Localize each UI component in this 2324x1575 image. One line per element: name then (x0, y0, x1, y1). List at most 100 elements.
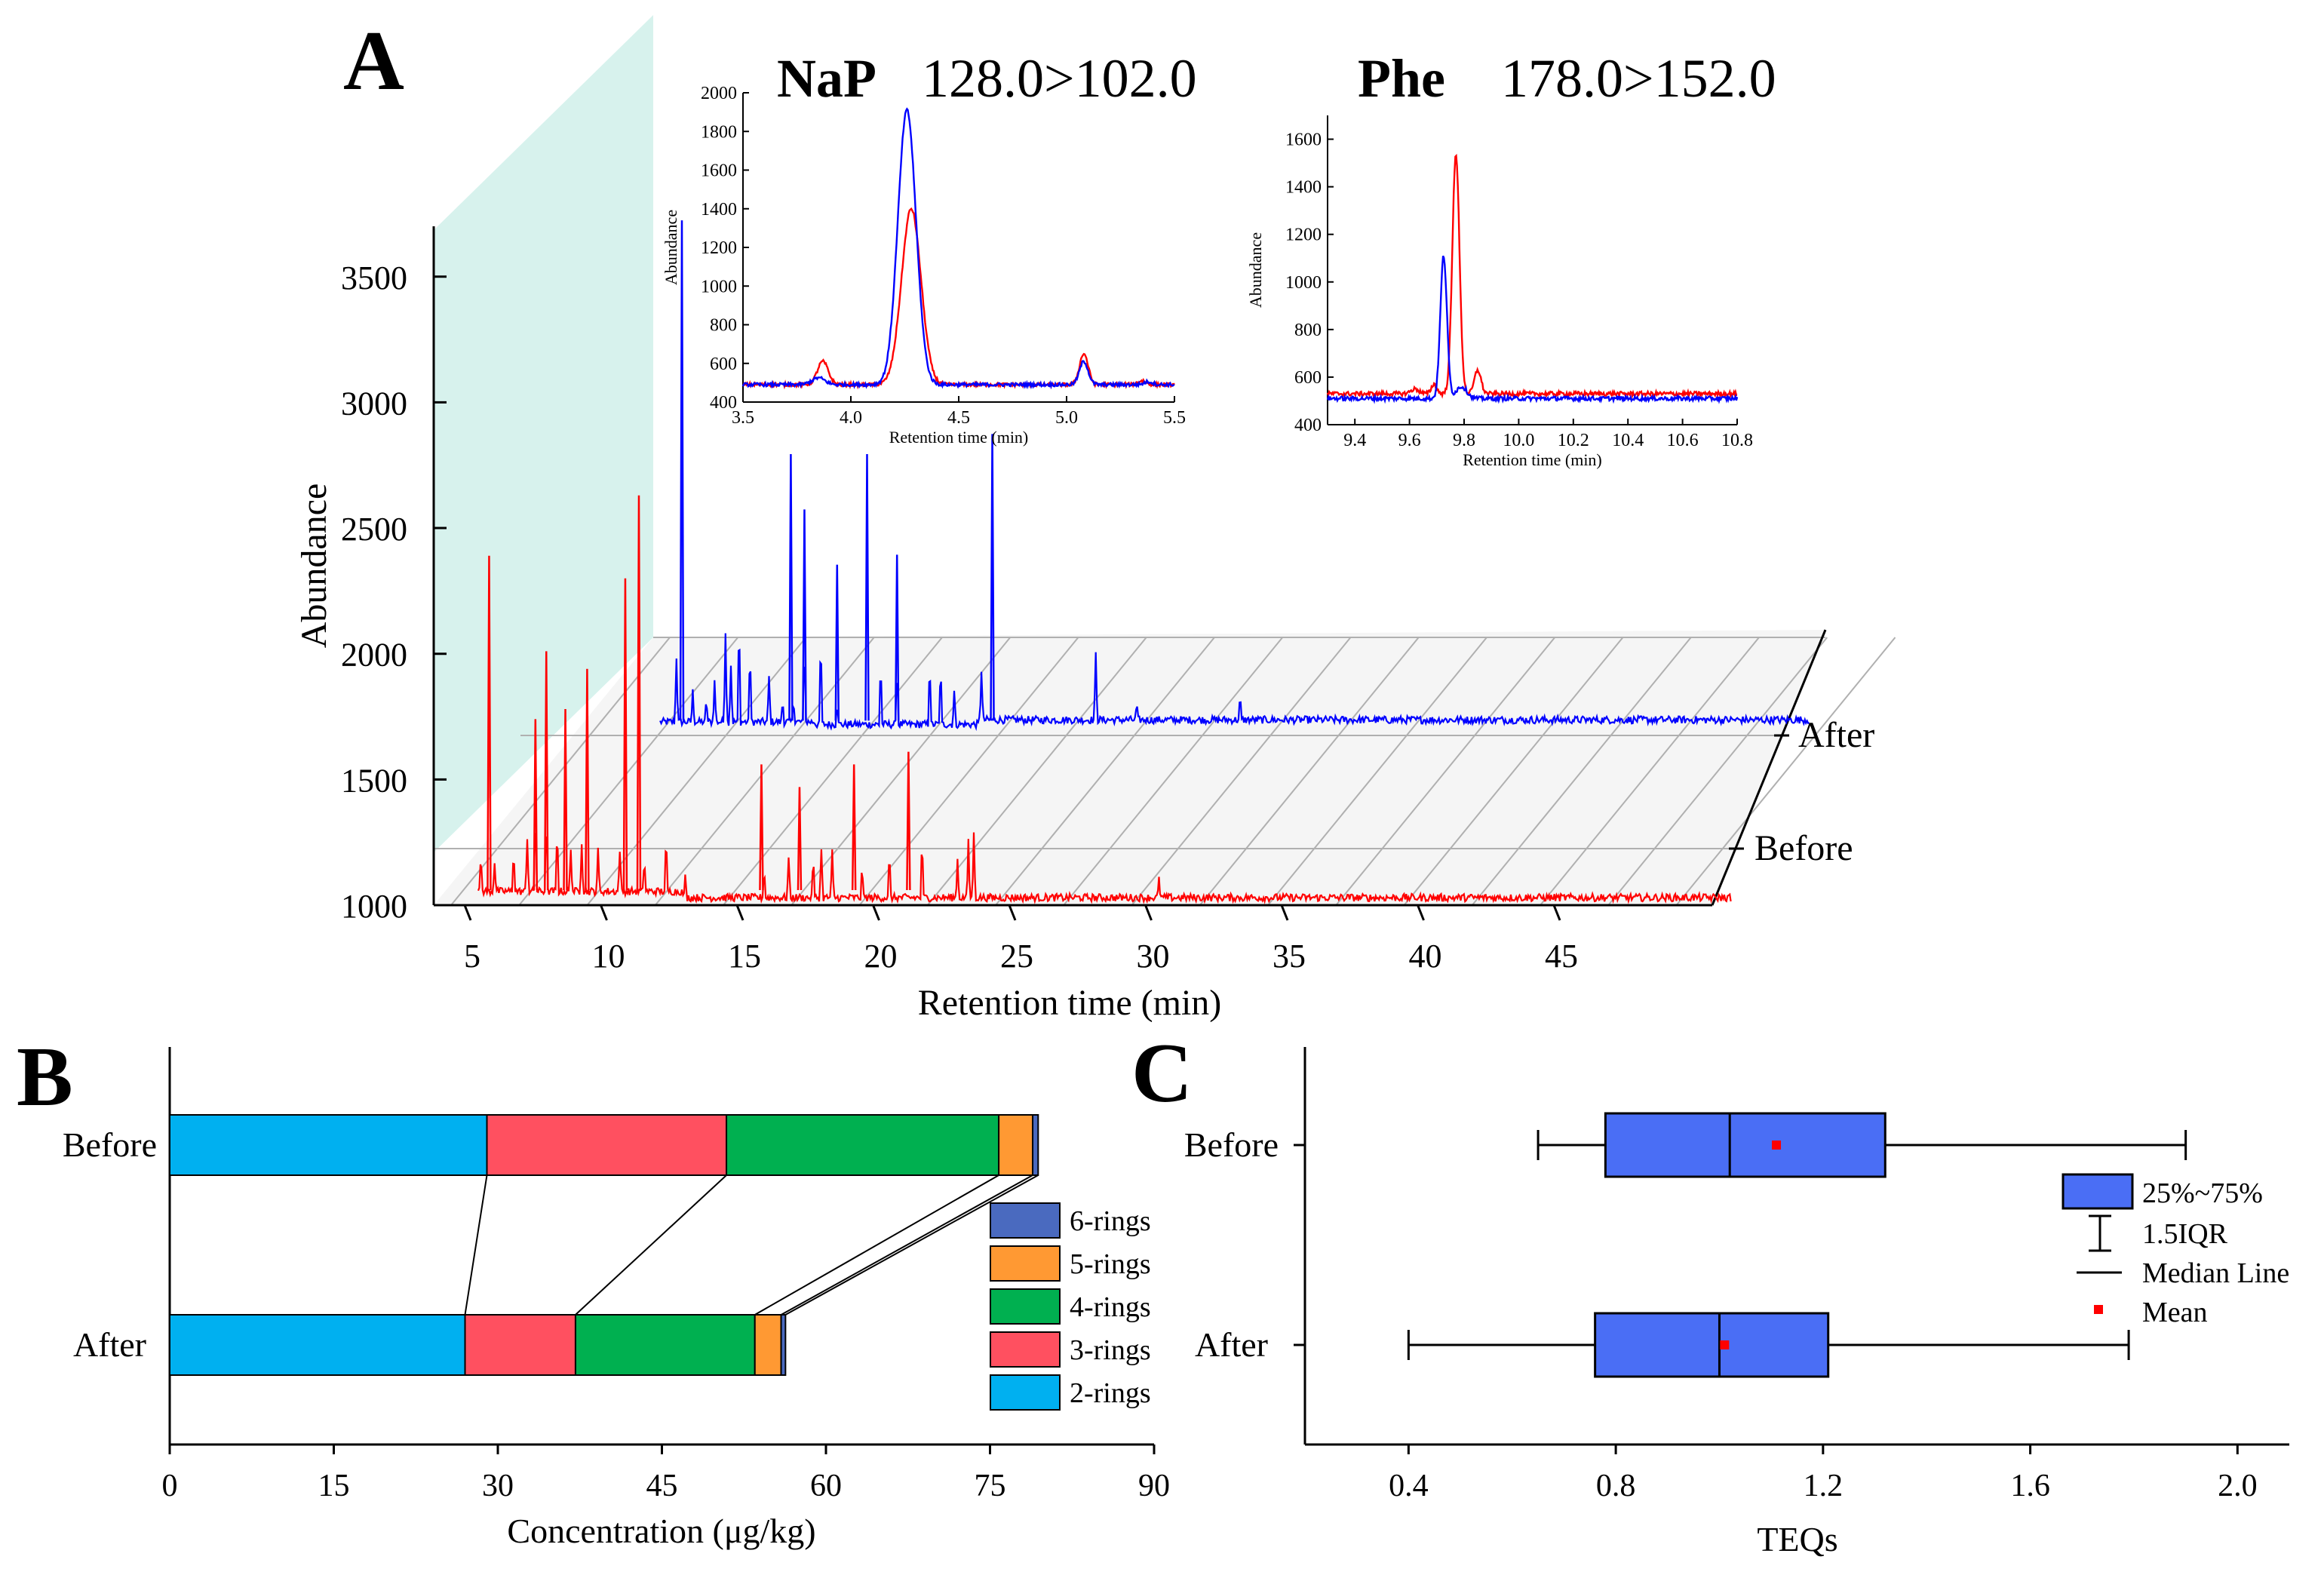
a-x-tick-label: 20 (864, 938, 898, 975)
b-bar-2-rings (169, 1114, 488, 1176)
c-box-before (1604, 1112, 1887, 1178)
a-series (477, 220, 1810, 905)
c-legend: 25%~75% 1.5IQR Median Line Mean (2062, 1173, 2289, 1328)
b-legend-label: 6-rings (1070, 1205, 1151, 1237)
inset-x-tick-label: 10.8 (1721, 431, 1753, 450)
c-legend-box-swatch (2062, 1173, 2134, 1210)
inset-y-tick-label: 1000 (701, 277, 737, 296)
a-x-ticks: 5 10 15 20 25 30 35 40 45 (463, 904, 1578, 975)
a-y-tick-label: 1000 (341, 888, 407, 925)
b-legend-label: 5-rings (1070, 1248, 1151, 1280)
floor-grid-line (791, 637, 1012, 906)
a-y-tick-label: 2000 (341, 637, 407, 674)
c-legend-mean-label: Mean (2142, 1297, 2208, 1328)
a-x-tick (1280, 904, 1289, 921)
panel-a: A 1000 1500 2000 2500 3000 3500 5 10 15 20 25 30 35… (294, 14, 1896, 1023)
a-peak-after (864, 454, 870, 721)
b-bar-2-rings (169, 1314, 466, 1376)
a-peak-after (990, 434, 995, 721)
inset-y-tick-label: 1400 (1285, 178, 1322, 198)
b-legend-swatch (990, 1374, 1061, 1411)
b-bar-5-rings (998, 1114, 1034, 1176)
inset-x-tick-label: 10.2 (1558, 431, 1589, 450)
b-legend-label: 2-rings (1070, 1377, 1151, 1409)
b-legend-label: 3-rings (1070, 1334, 1151, 1366)
inset-x-axis-label: Retention time (min) (889, 428, 1029, 447)
c-x-tick-label: 2.0 (2218, 1469, 2258, 1503)
b-content: 0 15 30 45 60 75 90 6-rings 5-rings 4-rings 3-ring… (162, 1114, 1170, 1503)
b-bar-6-rings (1032, 1114, 1039, 1176)
a-peak-before (563, 709, 568, 891)
inset-trace-after (1326, 255, 1739, 404)
b-connector (754, 1174, 999, 1316)
inset-x-tick-label: 10.0 (1503, 431, 1534, 450)
a-series-label-before: Before (1755, 828, 1853, 868)
a-trace-before (477, 832, 1732, 905)
c-category-before: Before (1184, 1125, 1279, 1164)
inset-phe: Phe 178.0>152.0 400 600 800 1000 1200 1400 160… (1246, 48, 1776, 469)
a-peak-before (797, 787, 803, 891)
a-peak-before (622, 578, 628, 891)
inset-phe-transition: 178.0>152.0 (1501, 48, 1776, 109)
c-x-tick-label: 0.8 (1596, 1469, 1636, 1503)
inset-x-tick-label: 5.5 (1163, 408, 1186, 428)
a-x-tick (600, 904, 608, 921)
inset-x-tick-label: 9.6 (1398, 431, 1421, 450)
b-category-after: After (73, 1325, 146, 1364)
c-box-after (1594, 1312, 1830, 1378)
b-bar-6-rings (780, 1314, 787, 1376)
a-x-tick (1008, 904, 1017, 921)
a-x-tick (735, 904, 744, 921)
a-x-tick (872, 904, 880, 921)
inset-y-tick-label: 400 (1294, 416, 1322, 435)
inset-y-tick-label: 800 (710, 316, 737, 336)
inset-nap: NaP 128.0>102.0 400 600 800 1000 1200 1400 160… (662, 48, 1197, 447)
inset-phe-title: Phe (1358, 48, 1445, 109)
b-legend-label: 4-rings (1070, 1291, 1151, 1323)
a-x-tick (1144, 904, 1153, 921)
inset-trace-before (742, 207, 1175, 390)
inset-x-tick-label: 9.8 (1453, 431, 1475, 450)
b-x-tick-label: 60 (810, 1469, 842, 1503)
inset-y-tick-label: 1600 (1285, 130, 1322, 150)
floor-grid-line (1403, 637, 1624, 906)
panel-c: C 0.4 0.8 1.2 1.6 2.0 Before After TEQs 25%~… (1131, 1027, 2289, 1558)
floor-grid-line (1471, 637, 1692, 906)
c-legend-mean-swatch (2094, 1305, 2103, 1314)
floor (434, 630, 1825, 905)
a-x-tick-label: 35 (1273, 938, 1306, 975)
a-peak-after (679, 220, 685, 721)
b-legend-swatch (990, 1202, 1061, 1239)
c-mean-marker (1772, 1141, 1782, 1150)
a-peak-after (788, 454, 794, 721)
a-y-tick-label: 3000 (341, 385, 407, 422)
panel-letter-b: B (17, 1030, 73, 1124)
inset-y-tick-label: 2000 (701, 84, 737, 103)
a-peak-before (851, 764, 857, 891)
b-x-axis-label: Concentration (μg/kg) (507, 1512, 815, 1550)
a-x-tick (463, 904, 472, 921)
b-bar-4-rings (574, 1314, 756, 1376)
c-x-tick-label: 0.4 (1389, 1469, 1429, 1503)
a-peak-before (759, 764, 764, 891)
c-legend-whisker-swatch (2089, 1214, 2111, 1252)
floor-grid-line (858, 637, 1079, 906)
inset-x-axis-label: Retention time (min) (1463, 450, 1602, 469)
c-legend-median-label: Median Line (2142, 1257, 2289, 1289)
panel-b: B 0 15 30 45 60 75 90 6-rings 5-rings 4-rings 3-ri… (17, 1030, 1170, 1550)
inset-x-tick-label: 3.5 (732, 408, 754, 428)
c-x-tick-label: 1.6 (2010, 1469, 2050, 1503)
b-x-tick-label: 75 (975, 1469, 1006, 1503)
floor-grid-line (926, 637, 1147, 906)
b-legend-swatch (990, 1331, 1061, 1368)
a-y-axis-label: Abundance (294, 484, 334, 649)
inset-y-tick-label: 600 (710, 355, 737, 374)
floor-grid-line (1540, 637, 1760, 906)
a-x-tick-label: 45 (1545, 938, 1578, 975)
panel-letter-a: A (343, 14, 404, 108)
inset-x-tick-label: 5.0 (1055, 408, 1078, 428)
floor-grid-line (1267, 637, 1487, 906)
a-y-tick-label: 1500 (341, 762, 407, 799)
floor-grid-line (1675, 637, 1896, 906)
a-series-label-after: After (1798, 715, 1874, 755)
